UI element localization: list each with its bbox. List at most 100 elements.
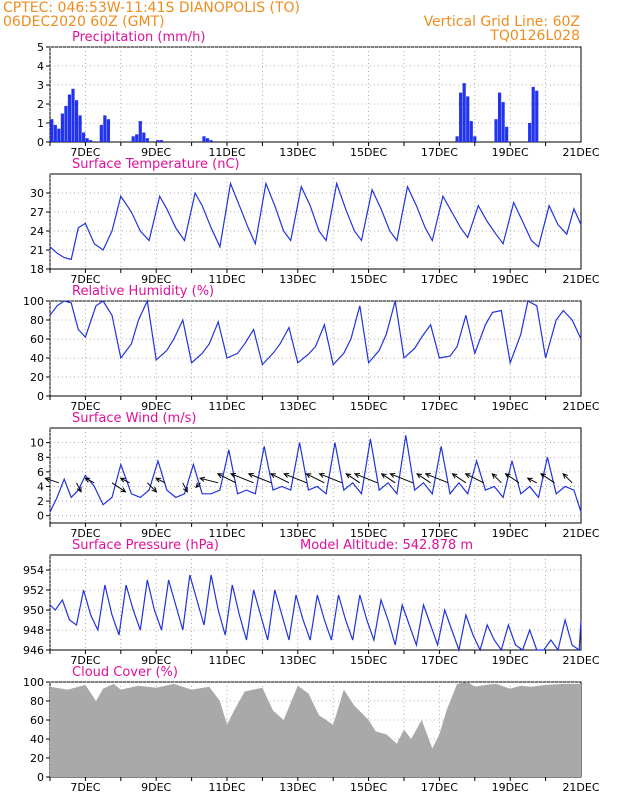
wind-arrow-head <box>345 473 352 479</box>
precip-xtick-label: 17DEC <box>421 146 458 159</box>
precip-xtick-label: 11DEC <box>208 146 245 159</box>
wind-xtick-label: 19DEC <box>492 527 529 540</box>
wind-arrow <box>230 473 254 484</box>
precip-bar <box>131 136 135 142</box>
rh-title: Relative Humidity (%) <box>72 284 214 299</box>
rh-xtick-label: 11DEC <box>208 400 245 413</box>
precip-bar <box>135 134 139 142</box>
wind-arrow-head <box>491 472 498 479</box>
temp-xtick-label: 7DEC <box>70 273 100 286</box>
wind-arrow-head <box>389 472 396 478</box>
precip-bar <box>466 96 470 142</box>
wind-arrow-head <box>416 473 423 479</box>
rh-xtick-label: 9DEC <box>141 400 171 413</box>
wind-ytick-label: 6 <box>37 466 44 479</box>
wind-arrow-head <box>380 473 387 479</box>
pres-xtick-label: 19DEC <box>492 654 529 667</box>
wind-arrow <box>562 473 573 484</box>
rh-xtick-label: 13DEC <box>279 400 316 413</box>
precip-ytick-label: 1 <box>37 117 44 130</box>
precip-bar <box>205 138 210 142</box>
wind-arrow <box>354 473 378 484</box>
precip-panel: Precipitation (mm/h) 0 1 2 3 4 5 7DEC 9DEC 11DEC 1… <box>37 30 600 159</box>
cloud-xtick-label: 7DEC <box>70 781 100 794</box>
precip-xtick-label: 9DEC <box>141 146 171 159</box>
precip-bar <box>159 140 164 142</box>
wind-arrow-head <box>216 473 223 479</box>
wind-arrow <box>76 482 82 493</box>
precip-bar <box>142 132 146 142</box>
wind-xtick-label: 7DEC <box>70 527 100 540</box>
temp-xtick-label: 17DEC <box>421 273 458 286</box>
precip-bar <box>106 119 111 142</box>
temp-ytick-label: 24 <box>30 225 44 238</box>
wind-frame <box>49 427 582 524</box>
rh-frame <box>49 300 582 397</box>
temp-series-line <box>49 181 582 261</box>
precip-ytick-label: 3 <box>37 79 44 92</box>
cloud-xtick-label: 17DEC <box>421 781 458 794</box>
wind-arrow-head <box>120 487 127 493</box>
rh-series-line <box>49 298 582 366</box>
wind-arrow-head <box>229 472 237 478</box>
wind-arrow-head <box>283 472 290 478</box>
wind-arrow-head <box>151 486 158 493</box>
wind-arrow <box>505 473 520 484</box>
precip-bar <box>156 140 160 142</box>
wind-arrow <box>146 482 157 493</box>
wind-xtick-label: 21DEC <box>562 527 599 540</box>
precip-bar <box>85 138 89 142</box>
wind-arrow-head <box>353 472 360 478</box>
precip-xtick-label: 13DEC <box>279 146 316 159</box>
precip-bar <box>103 115 107 142</box>
precip-xtick-label: 15DEC <box>350 146 387 159</box>
pres-title: Surface Pressure (hPa) <box>72 538 219 553</box>
wind-arrow <box>345 473 361 484</box>
precip-bar <box>497 92 502 142</box>
wind-arrow-head <box>526 477 533 483</box>
precip-bar <box>469 121 473 142</box>
precip-ytick-label: 0 <box>37 136 44 149</box>
pres-ytick-label: 954 <box>23 564 44 577</box>
precip-bar <box>67 94 72 142</box>
wind-arrow-head <box>504 473 511 479</box>
wind-arrow-head <box>424 472 431 478</box>
precip-bar <box>89 140 93 142</box>
wind-arrow-head <box>305 473 312 479</box>
precip-bar <box>209 140 213 142</box>
wind-arrow-head <box>562 472 569 479</box>
wind-xtick-label: 11DEC <box>208 527 245 540</box>
wind-arrow <box>200 477 219 484</box>
pres-xtick-label: 7DEC <box>70 654 100 667</box>
precip-bar <box>459 92 463 142</box>
wind-arrow-head <box>195 482 201 489</box>
pres-xtick-label: 17DEC <box>421 654 458 667</box>
temp-xtick-label: 19DEC <box>492 273 529 286</box>
pres-ytick-label: 952 <box>23 584 44 597</box>
temp-xtick-label: 9DEC <box>141 273 171 286</box>
cloud-ytick-label: 0 <box>37 771 44 784</box>
precip-ytick-label: 5 <box>37 41 44 54</box>
cloud-ytick-label: 60 <box>30 714 44 727</box>
wind-arrow-head <box>44 477 51 483</box>
precip-ytick-label: 2 <box>37 98 44 111</box>
wind-arrow <box>425 473 449 484</box>
precip-bar <box>505 126 509 142</box>
pres-xtick-label: 9DEC <box>141 654 171 667</box>
wind-title: Surface Wind (m/s) <box>72 411 196 426</box>
temp-ytick-label: 27 <box>30 206 44 219</box>
pres-frame <box>49 554 582 651</box>
rh-xtick-label: 15DEC <box>350 400 387 413</box>
wind-xtick-label: 9DEC <box>141 527 171 540</box>
wind-arrow <box>120 477 130 484</box>
wind-arrow-head <box>199 476 206 482</box>
temp-xtick-label: 11DEC <box>208 273 245 286</box>
header-date: 06DEC2020 60Z (GMT) <box>3 14 165 30</box>
temp-title: Surface Temperature (nC) <box>72 157 240 172</box>
wind-arrow <box>540 473 555 484</box>
wind-panel: Surface Wind (m/s) 0 2 46 810 7DEC 9DEC 11DEC 13… <box>30 411 600 540</box>
precip-title: Precipitation (mm/h) <box>72 30 205 45</box>
temp-ytick-label: 18 <box>30 263 44 276</box>
precip-bar <box>138 121 142 142</box>
pres-xtick-label: 13DEC <box>279 654 316 667</box>
